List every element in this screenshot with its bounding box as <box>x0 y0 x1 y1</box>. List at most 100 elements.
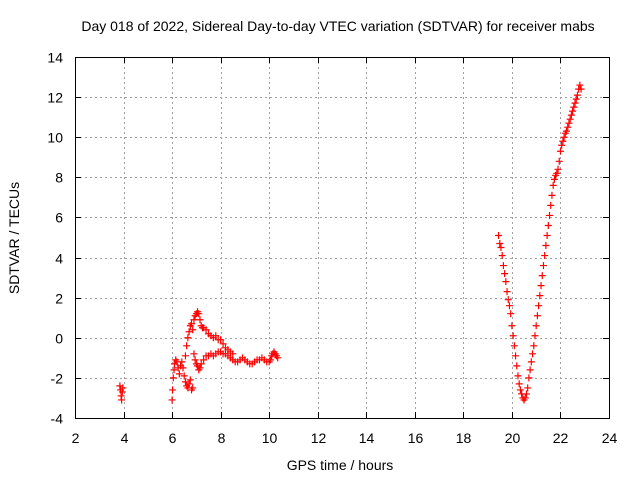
data-point <box>185 328 193 336</box>
data-point <box>550 175 558 183</box>
x-tick-label: 4 <box>121 430 129 446</box>
data-point <box>181 378 189 386</box>
data-point <box>202 326 210 334</box>
data-point <box>274 354 282 362</box>
data-point <box>513 362 521 370</box>
data-point <box>190 350 198 358</box>
data-point <box>169 386 177 394</box>
y-tick-label: 4 <box>55 251 63 267</box>
data-point <box>508 322 516 330</box>
data-point <box>524 384 532 392</box>
data-point <box>189 384 197 392</box>
data-point <box>497 244 505 252</box>
data-series-sdtvar <box>116 81 585 404</box>
data-point <box>553 169 561 177</box>
data-point <box>548 191 556 199</box>
data-point <box>217 336 225 344</box>
data-point <box>566 115 574 123</box>
y-tick-label: 12 <box>47 90 63 106</box>
data-point <box>515 380 523 388</box>
data-point <box>507 310 515 318</box>
data-point <box>535 302 543 310</box>
data-point <box>170 366 178 374</box>
data-point <box>547 201 555 209</box>
data-point <box>195 310 203 318</box>
data-point <box>119 384 127 392</box>
data-point <box>571 99 579 107</box>
data-point <box>200 356 208 364</box>
data-point <box>191 356 199 364</box>
data-point <box>169 374 177 382</box>
x-tick-label: 10 <box>262 430 278 446</box>
x-tick-label: 2 <box>72 430 80 446</box>
data-point <box>189 326 197 334</box>
data-point <box>577 85 585 93</box>
data-point <box>530 342 538 350</box>
data-point <box>539 262 547 270</box>
data-point <box>510 342 518 350</box>
data-point <box>514 372 522 380</box>
data-point <box>219 340 227 348</box>
grid-lines <box>75 57 609 418</box>
data-point <box>509 332 517 340</box>
data-point <box>496 240 504 248</box>
data-point <box>175 370 183 378</box>
data-point <box>188 320 196 328</box>
data-point <box>183 342 191 350</box>
plot-frame <box>75 57 610 419</box>
data-point <box>573 91 581 99</box>
data-point <box>505 302 513 310</box>
data-point <box>180 372 188 380</box>
data-point <box>186 376 194 384</box>
data-point <box>266 356 274 364</box>
data-point <box>565 119 573 127</box>
data-point <box>181 352 189 360</box>
x-tick-label: 6 <box>169 430 177 446</box>
data-point <box>569 107 577 115</box>
y-axis-label: SDTVAR / TECUs <box>6 182 22 294</box>
data-point <box>522 390 530 398</box>
data-point <box>554 165 562 173</box>
data-point <box>184 334 192 342</box>
data-point <box>179 364 187 372</box>
x-axis-label: GPS time / hours <box>287 457 394 473</box>
data-point <box>549 181 557 189</box>
y-tick-label: -4 <box>51 411 64 427</box>
axis-ticks <box>75 57 610 419</box>
y-tick-label: 10 <box>47 130 63 146</box>
x-tick-label: 24 <box>602 430 618 446</box>
data-point <box>527 358 535 366</box>
data-point <box>504 296 512 304</box>
x-tick-label: 18 <box>456 430 472 446</box>
data-point <box>576 81 584 89</box>
data-point <box>197 360 205 368</box>
data-point <box>560 133 568 141</box>
data-point <box>570 103 578 111</box>
data-point <box>564 123 572 131</box>
x-tick-labels: 2 4 6 8 10 12 14 16 18 20 22 24 <box>72 430 618 446</box>
data-point <box>501 270 509 278</box>
data-point <box>190 316 198 324</box>
y-tick-label: -2 <box>51 371 64 387</box>
data-point <box>196 316 204 324</box>
data-point <box>555 157 563 165</box>
data-point <box>521 394 529 402</box>
x-tick-label: 12 <box>311 430 327 446</box>
data-point <box>537 282 545 290</box>
data-point <box>541 252 549 260</box>
chart-title: Day 018 of 2022, Sidereal Day-to-day VTE… <box>81 18 594 34</box>
data-point <box>178 358 186 366</box>
data-point <box>168 396 176 404</box>
data-point <box>498 252 506 260</box>
y-tick-label: 14 <box>47 50 63 66</box>
y-tick-labels: -4 -2 0 2 4 6 8 10 12 14 <box>47 50 63 427</box>
x-tick-label: 8 <box>218 430 226 446</box>
data-point <box>543 231 551 239</box>
data-point <box>542 242 550 250</box>
data-point <box>544 221 552 229</box>
y-tick-label: 0 <box>55 331 63 347</box>
data-point <box>559 137 567 145</box>
data-point <box>529 350 537 358</box>
data-point <box>196 364 204 372</box>
data-point <box>563 127 571 135</box>
